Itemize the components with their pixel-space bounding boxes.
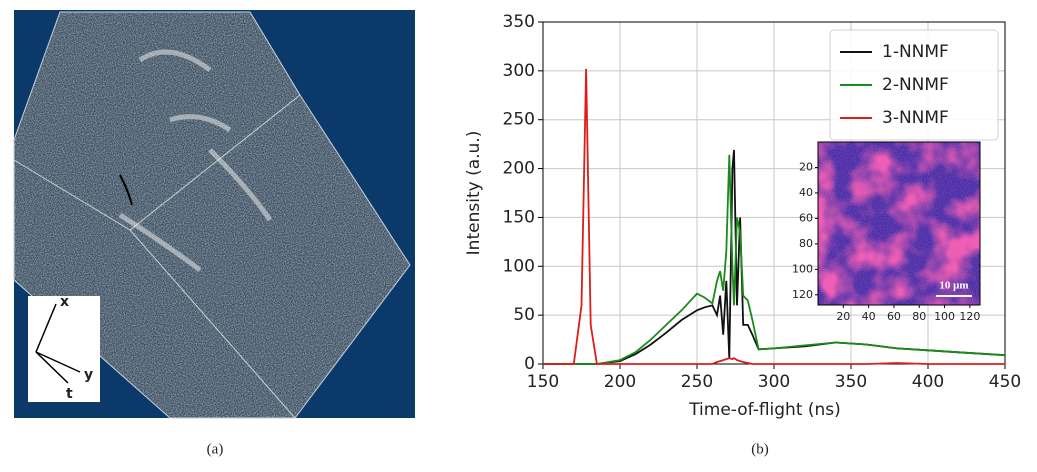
x-tick-label: 450 <box>989 372 1021 392</box>
legend-label: 3-NNMF <box>882 108 949 128</box>
y-tick-label: 50 <box>513 305 535 325</box>
legend-label: 2-NNMF <box>882 75 949 95</box>
y-tick-label: 350 <box>503 12 535 32</box>
inset-y-tick-label: 100 <box>792 262 813 275</box>
inset-y-tick-label: 120 <box>792 288 813 301</box>
y-axis-label: Intensity (a.u.) <box>464 131 484 256</box>
legend-label: 1-NNMF <box>882 42 949 62</box>
inset-x-tick-label: 40 <box>862 310 876 323</box>
axis-key-label: y <box>84 367 93 383</box>
volume-image: x y t <box>13 10 415 419</box>
inset-frame <box>817 141 981 306</box>
inset-y-tick-label: 80 <box>799 237 813 250</box>
y-tick-label: 150 <box>503 207 535 227</box>
inset-y-tick-label: 20 <box>799 160 813 173</box>
x-tick-label: 250 <box>681 372 713 392</box>
series-line <box>543 154 1006 365</box>
x-tick-label: 400 <box>912 372 944 392</box>
axes-key: x y t <box>28 294 100 402</box>
inset-image <box>818 142 980 305</box>
y-tick-label: 200 <box>503 159 535 179</box>
x-tick-label: 350 <box>835 372 867 392</box>
inset-x-tick-label: 60 <box>887 310 901 323</box>
inset-x-tick-label: 20 <box>836 310 850 323</box>
axis-key-label: t <box>66 386 73 402</box>
legend-box <box>829 29 999 141</box>
y-tick-label: 250 <box>503 110 535 130</box>
inset-y-tick-label: 60 <box>799 211 813 224</box>
inset-x-tick-label: 80 <box>912 310 926 323</box>
x-tick-label: 150 <box>527 372 559 392</box>
y-tick-label: 300 <box>503 61 535 81</box>
axis-key-label: x <box>60 294 69 310</box>
inset-x-tick-label: 100 <box>934 310 955 323</box>
x-tick-label: 300 <box>758 372 790 392</box>
inset-x-tick-label: 120 <box>959 310 980 323</box>
x-axis-label: Time-of-flight (ns) <box>688 400 841 420</box>
y-tick-label: 100 <box>503 256 535 276</box>
x-tick-label: 200 <box>604 372 636 392</box>
panel-caption: (b) <box>751 441 769 457</box>
scale-bar-label: 10 μm <box>939 280 968 292</box>
y-tick-label: 0 <box>524 354 535 374</box>
inset-y-tick-label: 40 <box>799 186 813 199</box>
series-line <box>543 68 1005 365</box>
panel-caption: (a) <box>207 441 224 457</box>
